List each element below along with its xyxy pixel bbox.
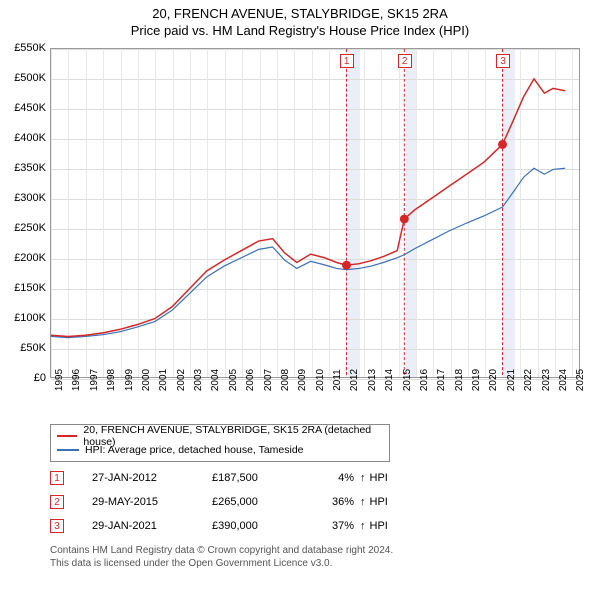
x-axis-label: 2005 xyxy=(228,369,239,391)
x-axis-label: 1995 xyxy=(54,369,65,391)
sales-pct: 4% xyxy=(312,472,354,484)
chart-subtitle: Price paid vs. HM Land Registry's House … xyxy=(0,23,600,38)
x-axis-label: 2008 xyxy=(280,369,291,391)
y-axis-label: £550K xyxy=(14,42,46,54)
x-axis-label: 2018 xyxy=(454,369,465,391)
sales-pct: 36% xyxy=(312,496,354,508)
x-axis-label: 2023 xyxy=(541,369,552,391)
x-axis-label: 1999 xyxy=(124,369,135,391)
sales-table: 1 27-JAN-2012 £187,500 4% ↑ HPI 2 29-MAY… xyxy=(50,466,388,538)
legend: 20, FRENCH AVENUE, STALYBRIDGE, SK15 2RA… xyxy=(50,424,390,462)
chart-plot-area xyxy=(50,48,580,378)
y-axis-label: £250K xyxy=(14,222,46,234)
y-axis-label: £350K xyxy=(14,162,46,174)
x-axis-label: 2013 xyxy=(367,369,378,391)
footnote-line: This data is licensed under the Open Gov… xyxy=(50,557,393,570)
x-axis-label: 2006 xyxy=(245,369,256,391)
y-axis-label: £200K xyxy=(14,252,46,264)
up-arrow-icon: ↑ xyxy=(360,520,366,532)
sales-price: £390,000 xyxy=(212,520,312,532)
x-axis-label: 2000 xyxy=(141,369,152,391)
x-axis-label: 2024 xyxy=(558,369,569,391)
x-axis-label: 2003 xyxy=(193,369,204,391)
sales-pct: 37% xyxy=(312,520,354,532)
y-axis-label: £450K xyxy=(14,102,46,114)
sales-price: £187,500 xyxy=(212,472,312,484)
legend-swatch xyxy=(57,449,79,451)
up-arrow-icon: ↑ xyxy=(360,472,366,484)
sales-suffix: HPI xyxy=(370,472,388,484)
x-axis-label: 1996 xyxy=(71,369,82,391)
y-axis-label: £400K xyxy=(14,132,46,144)
x-axis-label: 2004 xyxy=(210,369,221,391)
x-axis-label: 2009 xyxy=(297,369,308,391)
x-axis-label: 2017 xyxy=(436,369,447,391)
sales-row: 3 29-JAN-2021 £390,000 37% ↑ HPI xyxy=(50,514,388,538)
x-axis-label: 2011 xyxy=(332,369,343,391)
x-axis-label: 2014 xyxy=(384,369,395,391)
x-axis-label: 2019 xyxy=(471,369,482,391)
legend-swatch xyxy=(57,435,77,437)
up-arrow-icon: ↑ xyxy=(360,496,366,508)
sales-suffix: HPI xyxy=(370,520,388,532)
x-axis-label: 2022 xyxy=(523,369,534,391)
x-axis-label: 2010 xyxy=(315,369,326,391)
sales-suffix: HPI xyxy=(370,496,388,508)
legend-label: HPI: Average price, detached house, Tame… xyxy=(85,444,304,456)
x-axis-label: 2007 xyxy=(263,369,274,391)
x-axis-label: 2002 xyxy=(176,369,187,391)
x-axis-label: 2015 xyxy=(402,369,413,391)
x-axis-label: 1998 xyxy=(106,369,117,391)
chart-marker-label: 2 xyxy=(398,54,412,68)
x-axis-label: 2001 xyxy=(158,369,169,391)
sales-row: 1 27-JAN-2012 £187,500 4% ↑ HPI xyxy=(50,466,388,490)
y-axis-label: £150K xyxy=(14,282,46,294)
x-axis-label: 2012 xyxy=(349,369,360,391)
footnote-line: Contains HM Land Registry data © Crown c… xyxy=(50,544,393,557)
x-axis-label: 2016 xyxy=(419,369,430,391)
y-axis-label: £100K xyxy=(14,312,46,324)
sales-marker-box: 2 xyxy=(50,495,64,509)
x-axis-label: 2020 xyxy=(488,369,499,391)
sales-date: 29-JAN-2021 xyxy=(92,520,212,532)
x-axis-label: 1997 xyxy=(89,369,100,391)
y-axis-label: £50K xyxy=(20,342,46,354)
sales-price: £265,000 xyxy=(212,496,312,508)
sales-date: 27-JAN-2012 xyxy=(92,472,212,484)
sales-marker-box: 1 xyxy=(50,471,64,485)
y-axis-label: £0 xyxy=(34,372,46,384)
chart-title: 20, FRENCH AVENUE, STALYBRIDGE, SK15 2RA xyxy=(0,6,600,21)
x-axis-label: 2021 xyxy=(506,369,517,391)
chart-marker-label: 1 xyxy=(340,54,354,68)
sales-row: 2 29-MAY-2015 £265,000 36% ↑ HPI xyxy=(50,490,388,514)
footnote: Contains HM Land Registry data © Crown c… xyxy=(50,544,393,570)
legend-row: 20, FRENCH AVENUE, STALYBRIDGE, SK15 2RA… xyxy=(57,429,383,443)
chart-title-block: 20, FRENCH AVENUE, STALYBRIDGE, SK15 2RA… xyxy=(0,0,600,38)
y-axis-label: £300K xyxy=(14,192,46,204)
sales-marker-box: 3 xyxy=(50,519,64,533)
x-axis-label: 2025 xyxy=(575,369,586,391)
sales-date: 29-MAY-2015 xyxy=(92,496,212,508)
chart-marker-label: 3 xyxy=(496,54,510,68)
y-axis-label: £500K xyxy=(14,72,46,84)
